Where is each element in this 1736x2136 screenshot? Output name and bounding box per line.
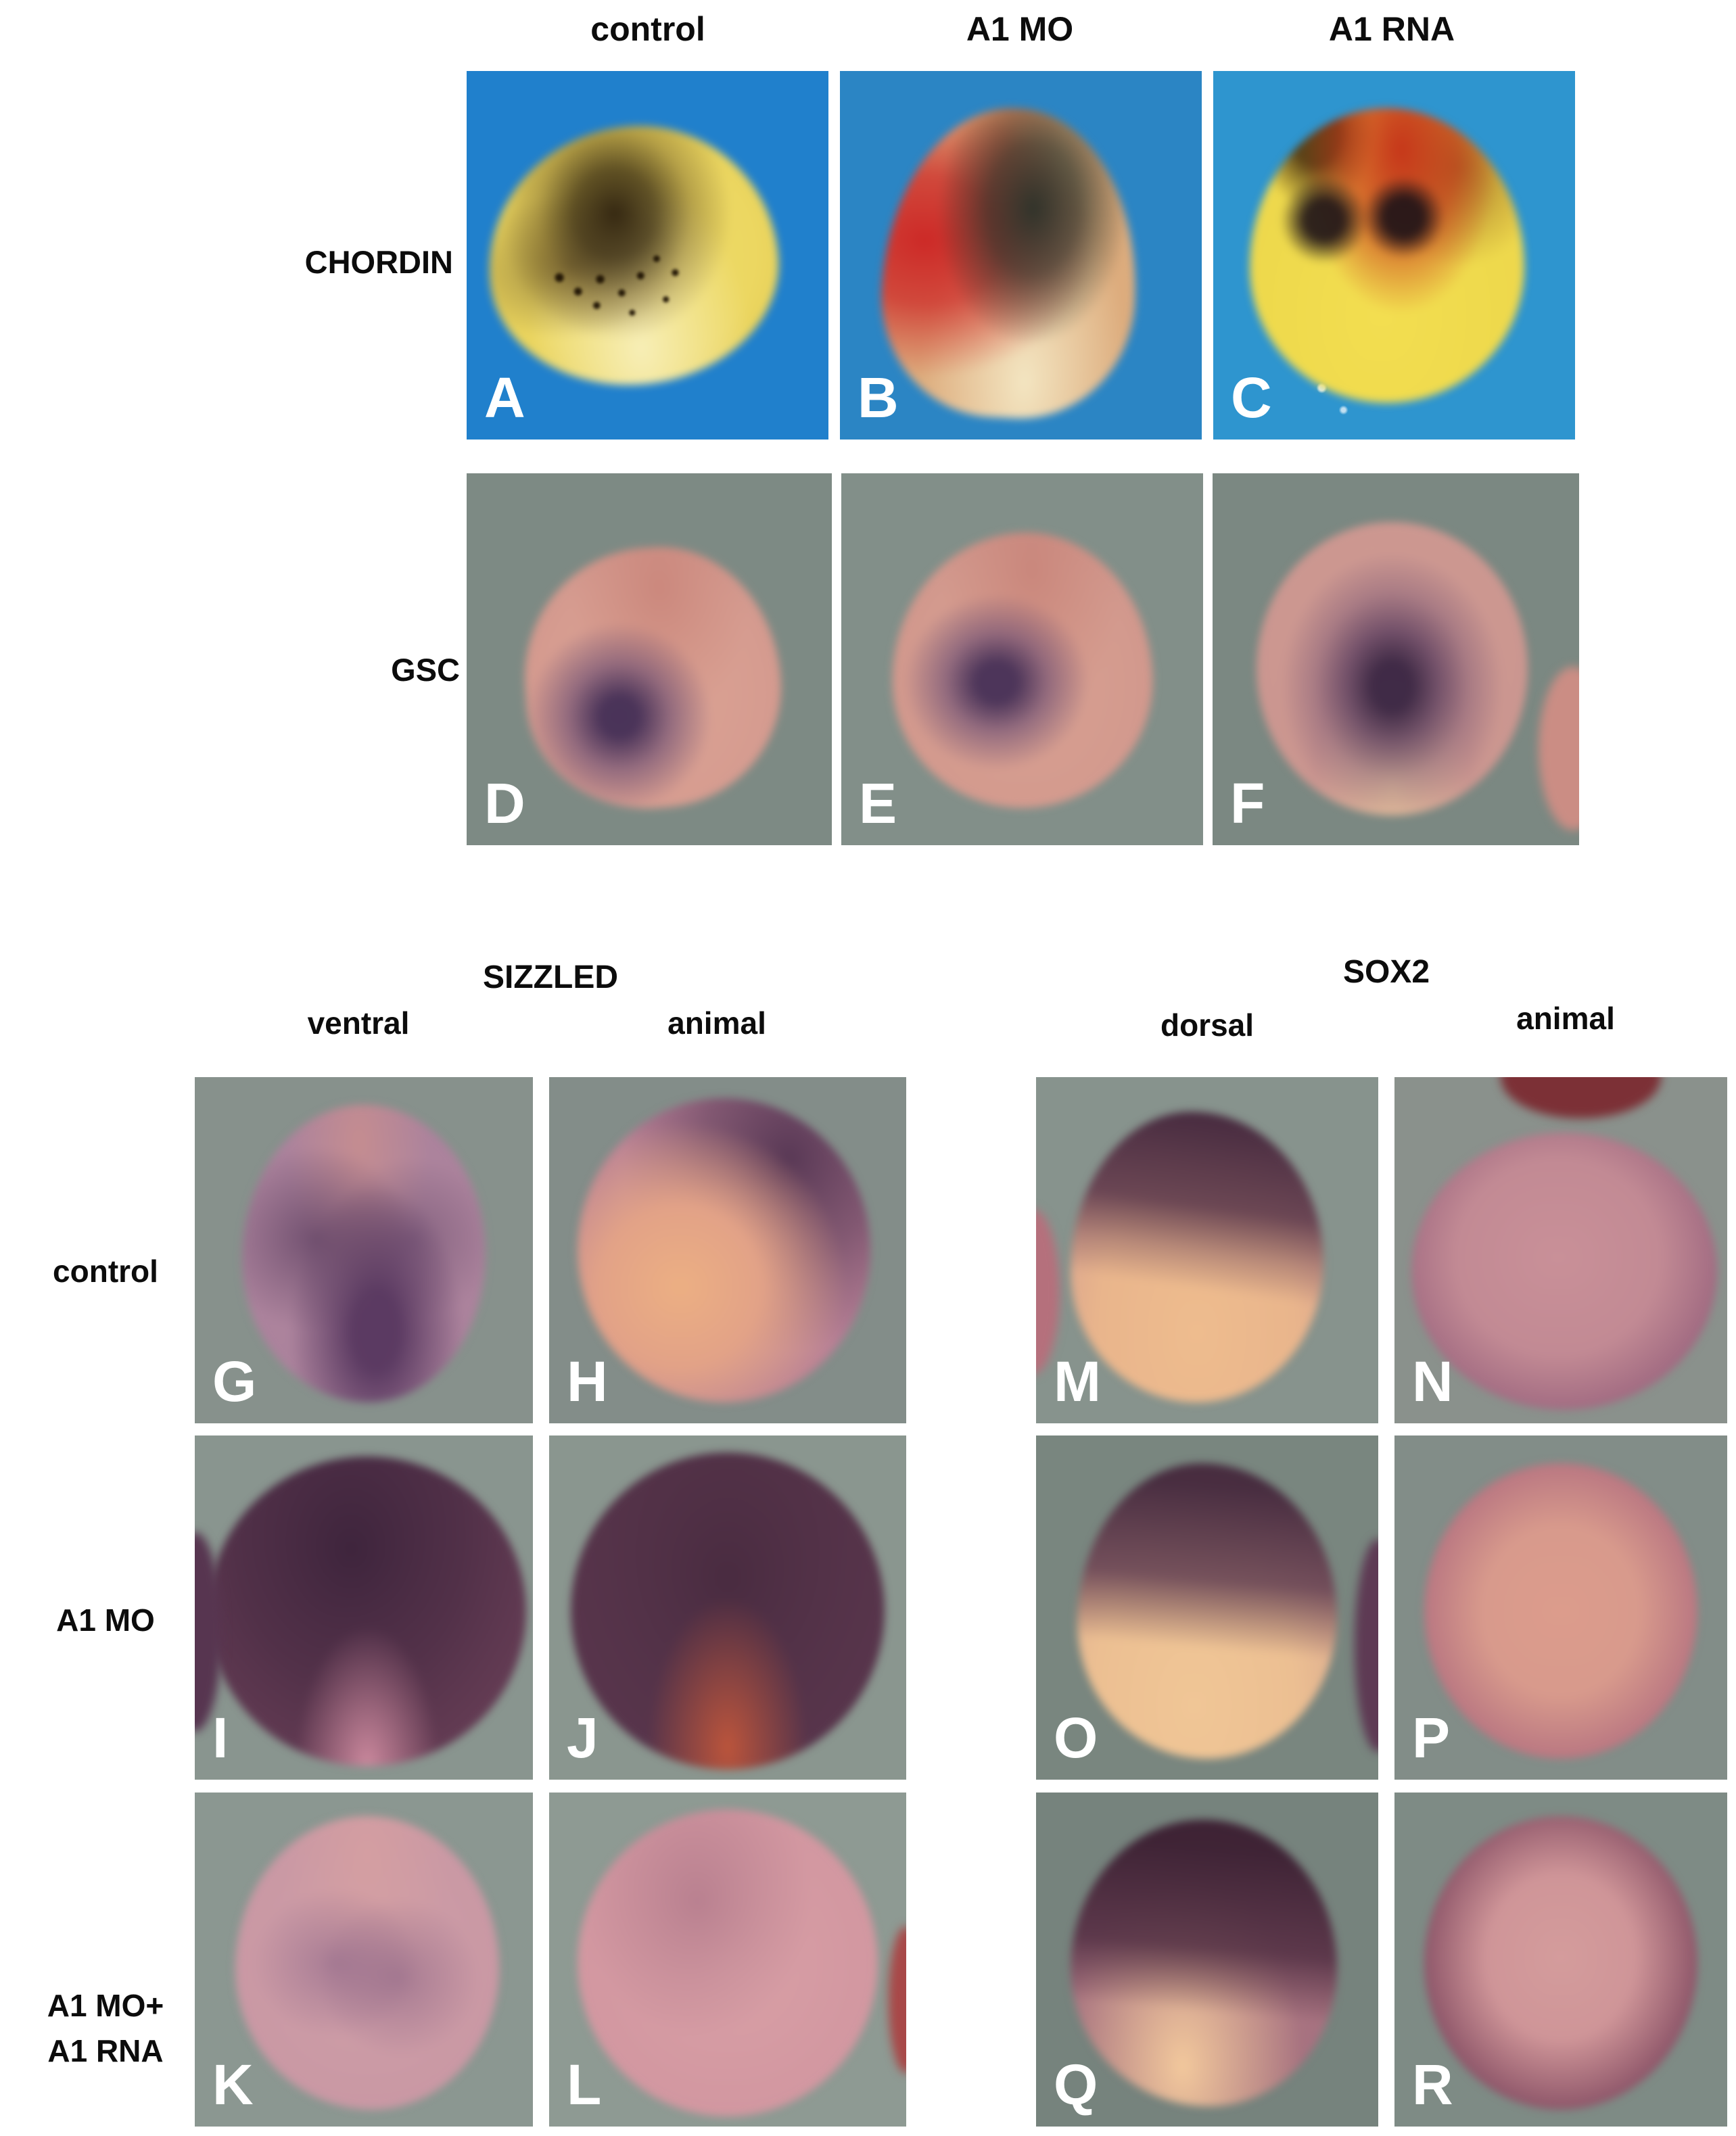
view-header-ventral: ventral — [307, 1005, 410, 1041]
panel-letter-K: K — [212, 2053, 254, 2116]
panel-letter-Q: Q — [1054, 2053, 1098, 2116]
embryo-photo-G — [242, 1104, 486, 1403]
panel-letter-P: P — [1412, 1706, 1451, 1770]
column-header-a1-mo: A1 MO — [966, 10, 1074, 48]
panel-letter-G: G — [212, 1350, 257, 1413]
gene-label-chordin: CHORDIN — [304, 244, 453, 280]
panel-B: B — [840, 71, 1202, 440]
embryo-photo-F — [1257, 521, 1528, 815]
panel-I: I — [195, 1435, 533, 1780]
panel-letter-N: N — [1412, 1350, 1453, 1413]
panel-Q: Q — [1036, 1793, 1378, 2127]
panel-letter-B: B — [858, 366, 899, 429]
embryo-photo-R — [1424, 1815, 1697, 2110]
embryo-photo-K — [235, 1815, 499, 2110]
embryo-photo-P — [1424, 1463, 1697, 1759]
row-label-a1-mo: A1 MO — [56, 1603, 155, 1638]
column-header-control: control — [590, 10, 705, 48]
embryo-photo-C — [1249, 108, 1525, 403]
embryo-photo-D — [516, 539, 790, 817]
row-label-line-1: A1 MO+ — [47, 1988, 164, 2023]
panel-H: H — [549, 1077, 906, 1423]
panel-P: P — [1394, 1435, 1727, 1780]
panel-A: A — [467, 71, 828, 440]
embryo-photo-I — [208, 1456, 526, 1766]
embryo-photo-B — [875, 101, 1145, 424]
adjacent-embryo-sliver — [1539, 667, 1579, 830]
column-header-a1-rna: A1 RNA — [1328, 10, 1455, 48]
panel-O: O — [1036, 1435, 1378, 1780]
row-label-control: control — [53, 1254, 158, 1289]
panel-E: E — [841, 473, 1203, 845]
embryo-photo-H — [578, 1097, 871, 1403]
panel-letter-L: L — [567, 2053, 602, 2116]
embryo-photo-Q — [1070, 1819, 1338, 2107]
embryo-photo-N — [1411, 1132, 1718, 1410]
embryo-photo-M — [1070, 1112, 1324, 1403]
panel-letter-R: R — [1412, 2053, 1453, 2116]
panel-R: R — [1394, 1793, 1727, 2127]
panel-D: D — [467, 473, 832, 845]
embryo-photo-L — [578, 1809, 878, 2117]
panel-letter-M: M — [1054, 1350, 1101, 1413]
gene-label-sizzled: SIZZLED — [483, 959, 618, 995]
embryo-photo-E — [887, 528, 1158, 813]
panel-C: C — [1213, 71, 1575, 440]
row-label-a1-mo-plus-a1-rna: A1 MO+ A1 RNA — [0, 1983, 211, 2074]
panel-J: J — [549, 1435, 906, 1780]
gene-label-gsc: GSC — [391, 652, 460, 688]
panel-F: F — [1213, 473, 1579, 845]
embryo-photo-J — [570, 1452, 885, 1770]
stain-spots-A — [477, 114, 789, 397]
adjacent-embryo-sliver — [1354, 1538, 1378, 1753]
panel-letter-F: F — [1230, 772, 1265, 835]
adjacent-embryo-sliver — [1501, 1077, 1661, 1119]
panel-letter-D: D — [484, 772, 525, 835]
panel-letter-H: H — [567, 1350, 608, 1413]
panel-L: L — [549, 1793, 906, 2127]
embryo-photo-O — [1077, 1463, 1338, 1759]
panel-N: N — [1394, 1077, 1727, 1423]
panel-letter-A: A — [484, 366, 525, 429]
panel-K: K — [195, 1793, 533, 2127]
panel-letter-C: C — [1231, 366, 1272, 429]
panel-letter-O: O — [1054, 1706, 1098, 1770]
panel-letter-I: I — [212, 1706, 229, 1770]
panel-G: G — [195, 1077, 533, 1423]
view-header-animal-left: animal — [667, 1005, 766, 1041]
row-label-line-2: A1 RNA — [47, 2033, 164, 2068]
adjacent-embryo-sliver — [888, 1926, 906, 2073]
gene-label-sox2: SOX2 — [1342, 954, 1430, 990]
view-header-animal-right: animal — [1516, 1001, 1615, 1036]
panel-letter-J: J — [567, 1706, 599, 1770]
panel-M: M — [1036, 1077, 1378, 1423]
panel-letter-E: E — [859, 772, 897, 835]
view-header-dorsal: dorsal — [1160, 1007, 1254, 1043]
